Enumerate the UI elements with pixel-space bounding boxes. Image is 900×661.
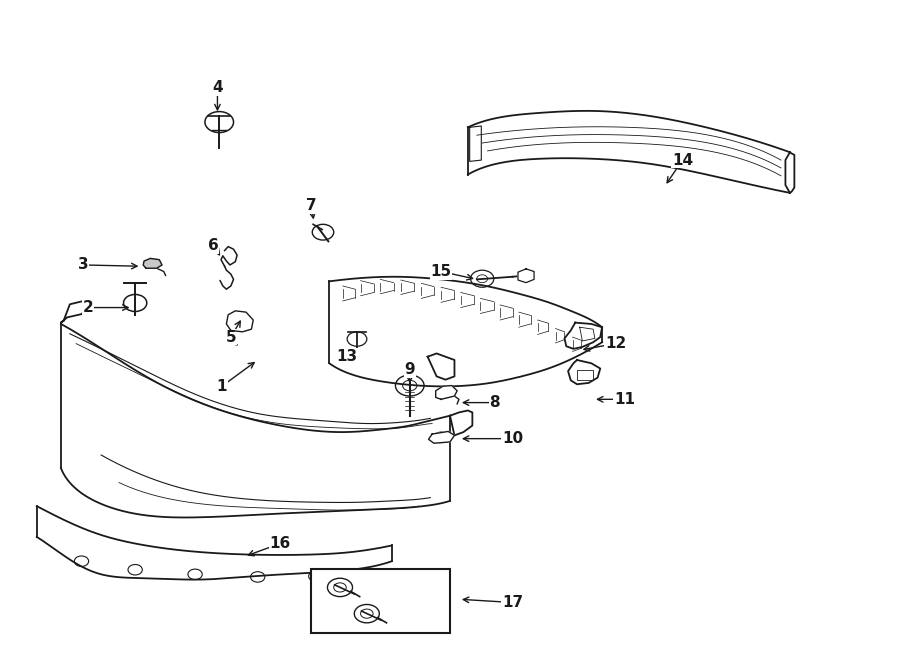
Text: 5: 5 [226, 330, 236, 344]
Polygon shape [428, 432, 454, 444]
Text: 2: 2 [83, 300, 93, 315]
Text: 15: 15 [430, 264, 452, 279]
Bar [311, 569, 450, 633]
Text: 17: 17 [502, 595, 523, 610]
Text: 14: 14 [672, 153, 693, 168]
Text: 6: 6 [208, 238, 219, 253]
Polygon shape [227, 311, 253, 332]
Text: 4: 4 [212, 81, 223, 95]
Text: 11: 11 [614, 392, 634, 407]
Text: 12: 12 [605, 336, 626, 351]
Text: 9: 9 [404, 362, 415, 377]
Polygon shape [436, 385, 457, 399]
Text: 16: 16 [269, 536, 291, 551]
Text: 1: 1 [217, 379, 227, 394]
Text: 8: 8 [490, 395, 500, 410]
Polygon shape [518, 269, 534, 283]
Polygon shape [143, 258, 162, 268]
Bar [577, 369, 593, 379]
Text: 13: 13 [337, 349, 357, 364]
Text: 3: 3 [78, 257, 88, 272]
Text: 7: 7 [306, 198, 317, 214]
Text: 10: 10 [502, 431, 523, 446]
